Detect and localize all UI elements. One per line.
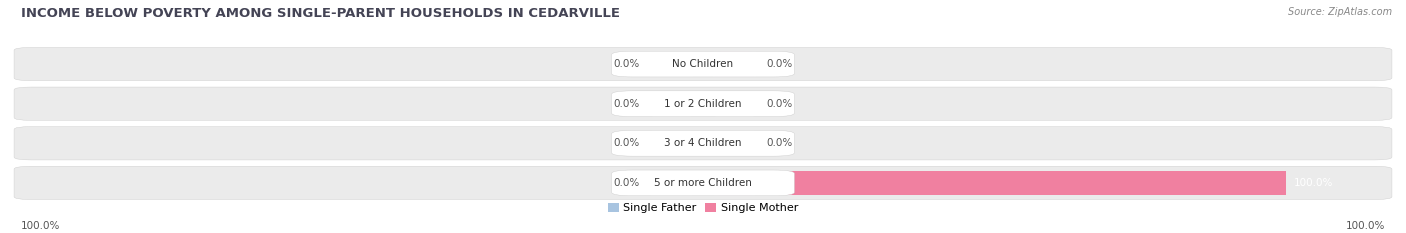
Text: 0.0%: 0.0% (766, 99, 793, 109)
FancyBboxPatch shape (612, 91, 794, 116)
FancyBboxPatch shape (703, 171, 1286, 195)
Text: 0.0%: 0.0% (613, 138, 640, 148)
Text: INCOME BELOW POVERTY AMONG SINGLE-PARENT HOUSEHOLDS IN CEDARVILLE: INCOME BELOW POVERTY AMONG SINGLE-PARENT… (21, 7, 620, 20)
Text: 5 or more Children: 5 or more Children (654, 178, 752, 188)
Text: 100.0%: 100.0% (21, 221, 60, 231)
FancyBboxPatch shape (710, 52, 759, 76)
Text: Source: ZipAtlas.com: Source: ZipAtlas.com (1288, 7, 1392, 17)
FancyBboxPatch shape (647, 131, 696, 156)
FancyBboxPatch shape (14, 127, 1392, 160)
Text: 0.0%: 0.0% (613, 178, 640, 188)
FancyBboxPatch shape (647, 91, 696, 116)
Legend: Single Father, Single Mother: Single Father, Single Mother (607, 203, 799, 213)
Text: 0.0%: 0.0% (766, 138, 793, 148)
FancyBboxPatch shape (710, 171, 759, 195)
FancyBboxPatch shape (612, 51, 794, 77)
FancyBboxPatch shape (14, 87, 1392, 120)
FancyBboxPatch shape (612, 130, 794, 156)
Text: 0.0%: 0.0% (766, 59, 793, 69)
Text: 0.0%: 0.0% (613, 59, 640, 69)
FancyBboxPatch shape (14, 48, 1392, 81)
FancyBboxPatch shape (647, 171, 696, 195)
Text: 3 or 4 Children: 3 or 4 Children (664, 138, 742, 148)
FancyBboxPatch shape (612, 170, 794, 196)
Text: 100.0%: 100.0% (1346, 221, 1385, 231)
Text: 0.0%: 0.0% (613, 99, 640, 109)
FancyBboxPatch shape (647, 52, 696, 76)
FancyBboxPatch shape (710, 91, 759, 116)
Text: No Children: No Children (672, 59, 734, 69)
Text: 1 or 2 Children: 1 or 2 Children (664, 99, 742, 109)
Text: 100.0%: 100.0% (1294, 178, 1333, 188)
FancyBboxPatch shape (710, 131, 759, 156)
FancyBboxPatch shape (14, 166, 1392, 199)
